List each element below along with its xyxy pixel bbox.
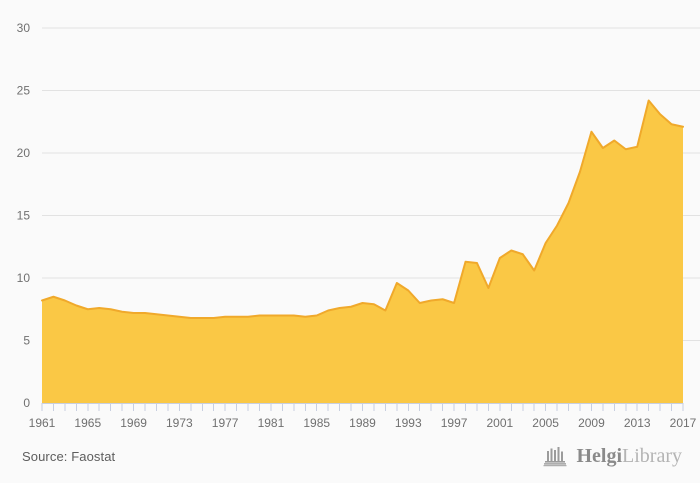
y-tick-label: 15 — [17, 209, 31, 223]
brand-wordmark: HelgiLibrary — [576, 446, 682, 466]
x-tick-label: 2009 — [578, 416, 605, 430]
brand-secondary-text: Library — [622, 445, 682, 467]
y-tick-label: 20 — [17, 146, 31, 160]
x-axis — [41, 403, 684, 411]
x-tick-label: 1989 — [349, 416, 376, 430]
y-tick-label: 10 — [17, 271, 31, 285]
y-axis-tick-labels: 0 5 10 15 20 25 30 — [17, 21, 31, 410]
area-outline — [41, 99, 684, 319]
x-tick-label: 2001 — [487, 416, 514, 430]
x-tick-label: 1997 — [441, 416, 468, 430]
x-tick-label: 1973 — [166, 416, 193, 430]
x-tick-label: 1985 — [303, 416, 330, 430]
y-tick-label: 30 — [17, 21, 31, 35]
x-tick-label: 1977 — [212, 416, 239, 430]
area-fill — [42, 100, 683, 403]
x-tick-label: 2013 — [624, 416, 651, 430]
y-tick-label: 0 — [23, 396, 30, 410]
x-axis-tick-labels: 1961 1965 1969 1973 1977 1981 1985 1989 1993 1997… — [29, 416, 697, 430]
x-tick-label: 1961 — [29, 416, 56, 430]
y-tick-label: 25 — [17, 84, 31, 98]
helgi-library-logo[interactable]: HelgiLibrary — [543, 445, 682, 467]
x-tick-label: 2017 — [670, 416, 697, 430]
x-tick-label: 1965 — [74, 416, 101, 430]
x-tick-label: 1993 — [395, 416, 422, 430]
x-tick-label: 2005 — [532, 416, 559, 430]
area-series — [41, 99, 684, 403]
library-building-icon — [543, 447, 567, 467]
x-tick-label: 1969 — [120, 416, 147, 430]
brand-primary-text: Helgi — [576, 445, 623, 467]
x-tick-label: 1981 — [258, 416, 285, 430]
source-note: Source: Faostat — [22, 449, 116, 464]
y-tick-label: 5 — [23, 334, 30, 348]
